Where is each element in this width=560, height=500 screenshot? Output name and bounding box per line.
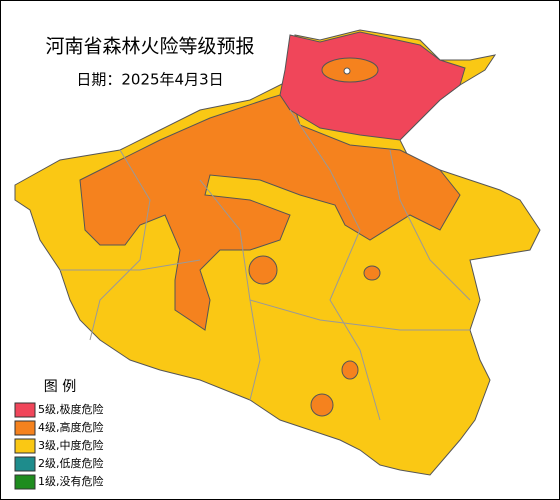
legend: 5级,极度危险 4级,高度危险 3级,中度危险 2级,低度危险 1级,没有危险 xyxy=(14,402,104,490)
level-5-region xyxy=(279,31,466,141)
level-4-region xyxy=(341,360,359,380)
level-4-region xyxy=(310,393,334,417)
legend-swatch xyxy=(14,438,36,454)
district-border xyxy=(289,109,381,421)
district-border xyxy=(89,149,151,341)
legend-swatch xyxy=(14,420,36,436)
legend-label: 3级,中度危险 xyxy=(38,438,104,452)
legend-swatch xyxy=(14,456,36,472)
level-3-region xyxy=(14,29,541,476)
legend-label: 2级,低度危险 xyxy=(38,456,104,470)
map xyxy=(14,29,541,476)
legend-label: 5级,极度危险 xyxy=(38,402,104,416)
legend-label: 1级,没有危险 xyxy=(38,474,104,488)
legend-swatch xyxy=(14,474,36,490)
map-title: 河南省森林火险等级预报 xyxy=(45,36,254,58)
legend-swatch xyxy=(14,402,36,418)
map-date: 日期：2025年4月3日 xyxy=(76,71,223,89)
legend-title: 图 例 xyxy=(44,379,76,395)
level-4-region xyxy=(248,255,278,285)
district-border xyxy=(249,299,470,331)
district-border xyxy=(60,259,201,271)
legend-label: 4级,高度危险 xyxy=(38,420,104,434)
level-4-region xyxy=(363,265,381,281)
district-border xyxy=(389,149,471,301)
city-dot xyxy=(343,67,351,75)
